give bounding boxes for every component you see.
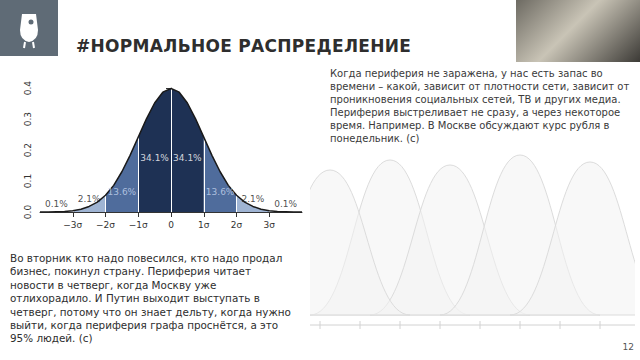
html-text:#НОРМАЛЬНОЕ РАСПРЕДЕЛЕНИЕ: #НОРМАЛЬНОЕ РАСПРЕДЕЛЕНИЕ — [76, 36, 412, 56]
svg-text:0.1%: 0.1% — [274, 199, 297, 209]
html-text:Когда периферия не заражена, у: Когда периферия не заражена, у нас есть … — [330, 68, 630, 144]
svg-text:−3σ: −3σ — [63, 220, 82, 230]
svg-text:0.1: 0.1 — [23, 174, 33, 188]
svg-text:0: 0 — [168, 220, 174, 230]
svg-text:0.0: 0.0 — [23, 205, 33, 220]
svg-text:2.1%: 2.1% — [78, 194, 101, 204]
html-text:Во вторник кто надо повесился,: Во вторник кто надо повесился, кто надо … — [10, 252, 291, 345]
svg-text:0.1%: 0.1% — [45, 199, 68, 209]
svg-text:0.2: 0.2 — [23, 143, 33, 157]
svg-text:1σ: 1σ — [198, 220, 210, 230]
svg-text:13.6%: 13.6% — [108, 187, 137, 197]
svg-text:−1σ: −1σ — [129, 220, 148, 230]
svg-text:0.3: 0.3 — [23, 112, 33, 126]
svg-text:3σ: 3σ — [264, 220, 276, 230]
svg-text:34.1%: 34.1% — [140, 153, 169, 163]
svg-text:13.6%: 13.6% — [206, 187, 235, 197]
svg-text:2.1%: 2.1% — [241, 194, 264, 204]
svg-text:−2σ: −2σ — [96, 220, 115, 230]
svg-text:0.4: 0.4 — [23, 81, 33, 96]
html-text:12: 12 — [622, 342, 634, 352]
svg-text:2σ: 2σ — [231, 220, 243, 230]
svg-text:34.1%: 34.1% — [173, 153, 202, 163]
